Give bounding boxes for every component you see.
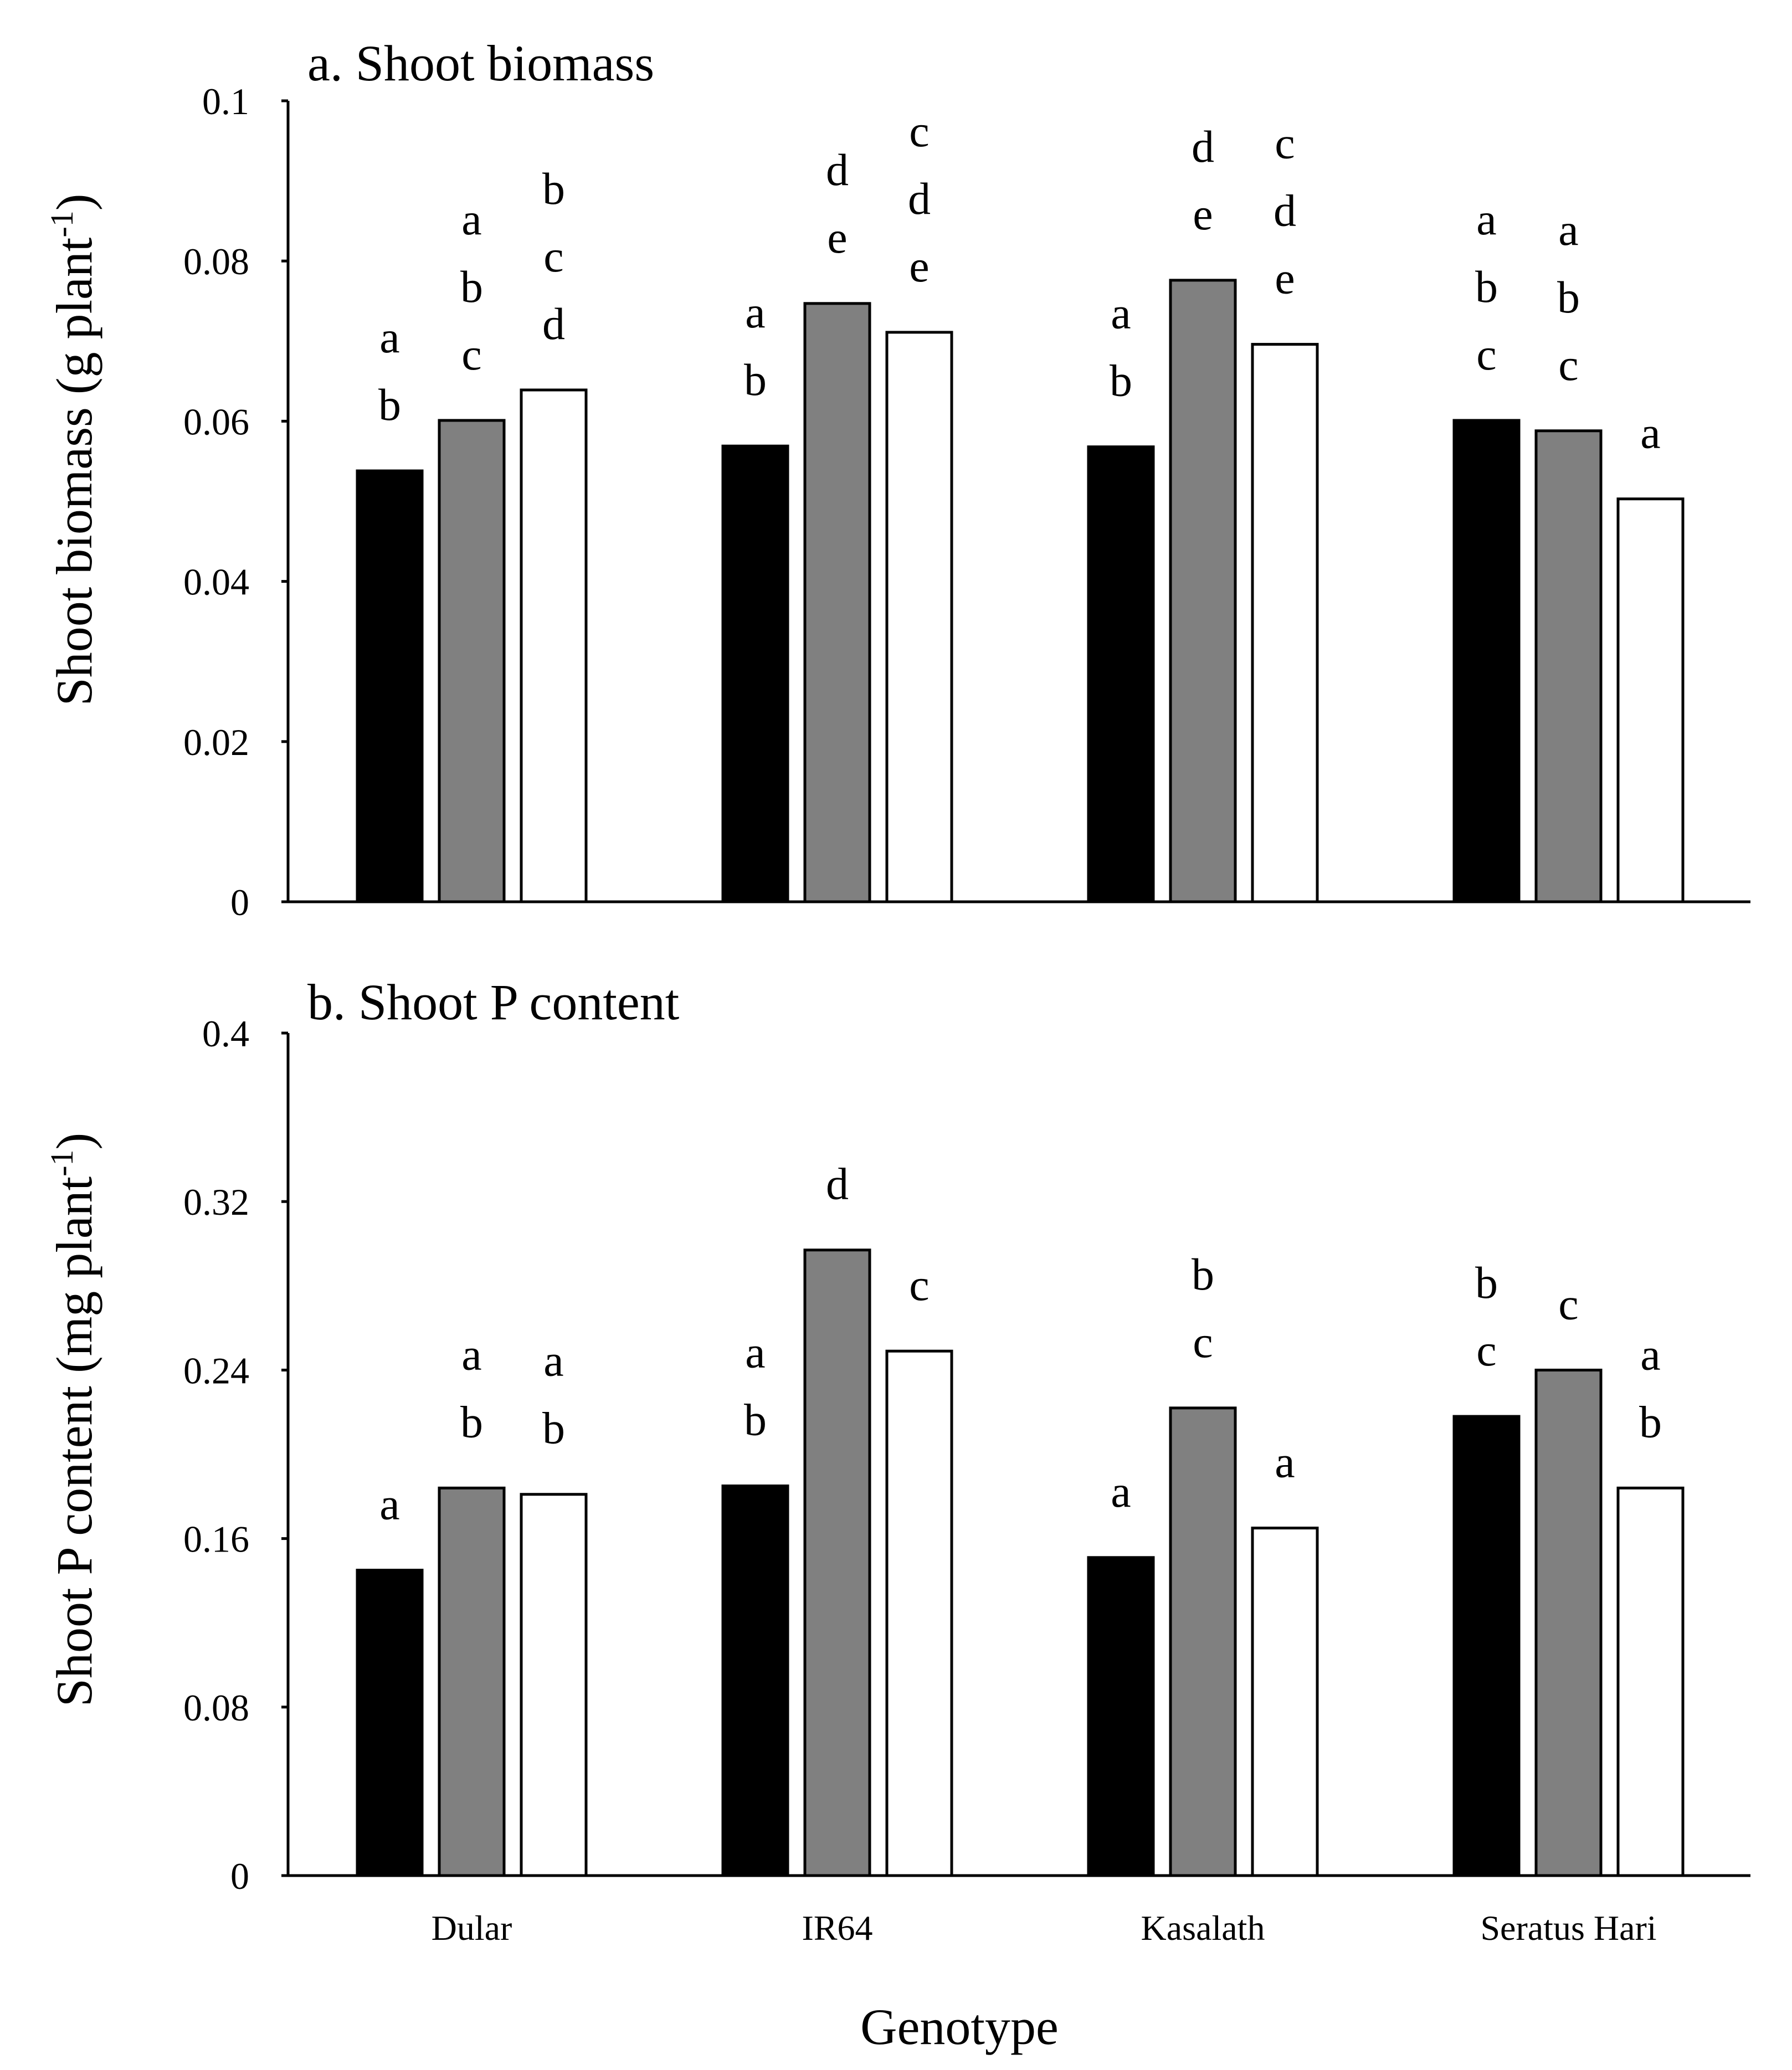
significance-letter: c [1275, 118, 1295, 168]
panel-title: b. Shoot P content [307, 974, 680, 1030]
significance-letter: c [1558, 1278, 1578, 1329]
y-tick-label: 0.24 [183, 1349, 249, 1391]
significance-letter: a [1476, 194, 1496, 244]
x-tick-label: Dular [432, 1908, 512, 1948]
y-tick-label: 0.06 [183, 400, 249, 443]
y-axis-label: Shoot biomass (g plant-1) [44, 194, 102, 706]
y-tick-label: 0.02 [183, 721, 249, 763]
significance-letter: b [542, 1403, 565, 1453]
significance-letter: a [1558, 204, 1578, 255]
significance-letter: b [744, 1395, 767, 1445]
significance-letter: c [1193, 1317, 1213, 1367]
significance-letter: b [460, 261, 483, 312]
panel-shoot-biomass: a. Shoot biomass Shoot biomass (g plant-… [44, 35, 1750, 923]
significance-letter: b [542, 163, 565, 214]
bar-seratus-hari-1 [1452, 419, 1521, 903]
significance-letter: a [461, 1329, 481, 1379]
significance-letter: b [1192, 1249, 1214, 1299]
significance-letter: b [378, 379, 401, 430]
significance-letter: b [1475, 1257, 1498, 1308]
bar-dular-1 [356, 469, 424, 903]
significance-letter: c [461, 329, 481, 379]
significance-letter: b [1475, 261, 1498, 312]
bar-seratus-hari-3 [1616, 1486, 1685, 1877]
bar-dular-2 [438, 419, 506, 903]
significance-letter: a [1111, 288, 1131, 338]
bar-seratus-hari-2 [1534, 1368, 1603, 1877]
y-tick-label: 0.04 [183, 561, 249, 603]
significance-letter: b [460, 1396, 483, 1447]
bar-seratus-hari-2 [1534, 429, 1603, 903]
y-tick-label: 0 [230, 1855, 249, 1897]
bar-kasalath-3 [1251, 343, 1319, 903]
bar-dular-3 [520, 388, 588, 903]
bar-kasalath-2 [1169, 1406, 1237, 1877]
bar-kasalath-2 [1169, 279, 1237, 903]
significance-letter: c [1558, 340, 1578, 390]
bar-ir64-1 [721, 444, 789, 903]
y-tick-label: 0.1 [202, 80, 249, 122]
significance-letter: c [543, 231, 563, 281]
significance-letter: c [909, 1260, 929, 1310]
bar-ir64-1 [721, 1485, 789, 1877]
panel-title: a. Shoot biomass [307, 35, 654, 91]
significance-letter: a [543, 1336, 563, 1386]
x-tick-label: IR64 [802, 1908, 873, 1948]
significance-letter: a [745, 287, 765, 337]
significance-letter: a [1640, 1329, 1660, 1379]
significance-letter: d [908, 173, 931, 224]
significance-letter: a [745, 1327, 765, 1378]
significance-letter: a [1640, 408, 1660, 458]
bar-dular-1 [356, 1569, 424, 1877]
significance-letter: e [1275, 253, 1295, 304]
y-tick-label: 0.16 [183, 1518, 249, 1560]
significance-letter: e [827, 212, 847, 263]
significance-letter: c [1476, 1325, 1496, 1375]
significance-letter: b [1639, 1396, 1662, 1447]
significance-letter: b [1110, 356, 1132, 406]
y-tick-label: 0.4 [202, 1013, 249, 1055]
bar-ir64-2 [803, 1249, 871, 1877]
significance-letter: c [1476, 329, 1496, 379]
bar-kasalath-1 [1087, 1556, 1155, 1877]
x-tick-label: Seratus Hari [1480, 1908, 1656, 1948]
panel-shoot-p-content: b. Shoot P content Shoot P content (mg p… [44, 974, 1750, 1948]
significance-letter: d [1192, 121, 1214, 172]
y-tick-label: 0 [230, 881, 249, 923]
bar-ir64-3 [885, 1349, 953, 1877]
significance-letter: a [1111, 1466, 1131, 1517]
significance-letter: d [826, 145, 849, 195]
bar-seratus-hari-3 [1616, 497, 1685, 903]
y-tick-label: 0.32 [183, 1181, 249, 1223]
significance-letter: a [379, 312, 399, 362]
bar-ir64-2 [803, 302, 871, 903]
bar-ir64-3 [885, 331, 953, 903]
significance-letter: e [1193, 189, 1213, 239]
significance-letter: e [909, 241, 929, 291]
y-axis-label: Shoot P content (mg plant-1) [44, 1133, 102, 1707]
x-axis-label: Genotype [860, 1999, 1059, 2055]
significance-letter: a [379, 1479, 399, 1529]
significance-letter: d [1274, 186, 1296, 236]
y-tick-label: 0.08 [183, 240, 249, 282]
significance-letter: b [1557, 272, 1580, 322]
x-tick-label: Kasalath [1141, 1908, 1265, 1948]
bar-seratus-hari-1 [1452, 1415, 1521, 1877]
significance-letter: d [542, 299, 565, 349]
significance-letter: d [826, 1159, 849, 1209]
significance-letter: a [1275, 1437, 1295, 1487]
y-tick-label: 0.08 [183, 1687, 249, 1729]
significance-letter: a [461, 194, 481, 244]
bar-dular-2 [438, 1486, 506, 1877]
significance-letter: c [909, 106, 929, 156]
bar-kasalath-1 [1087, 445, 1155, 903]
significance-letter: b [744, 355, 767, 405]
bar-kasalath-3 [1251, 1527, 1319, 1877]
bar-dular-3 [520, 1493, 588, 1877]
